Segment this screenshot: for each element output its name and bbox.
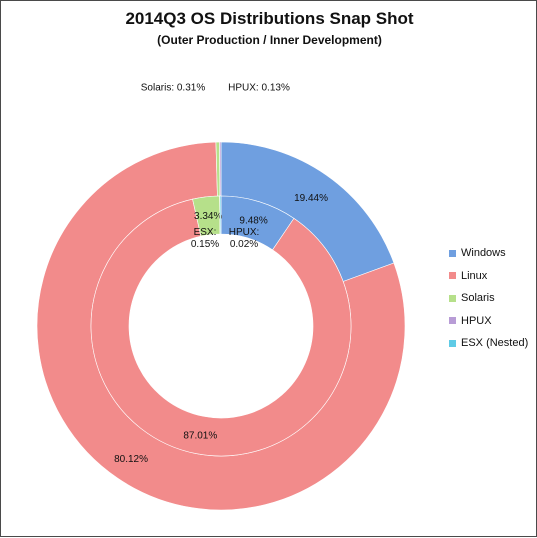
chart-legend: Windows Linux Solaris HPUX ESX (Nested) [449, 242, 528, 355]
outer-label-solaris: Solaris: 0.31% [141, 83, 206, 94]
legend-item-windows: Windows [449, 242, 528, 265]
legend-swatch-esx-nested [449, 339, 456, 347]
legend-label-linux: Linux [461, 269, 488, 282]
inner-label-esx-nested: ESX: 0.15% [191, 227, 219, 250]
outer-label-linux: 80.12% [114, 454, 148, 465]
inner-label-solaris: 3.34% [194, 211, 222, 222]
inner-slice-linux [90, 198, 352, 457]
legend-swatch-windows [449, 249, 456, 257]
legend-label-solaris: Solaris [461, 292, 495, 305]
legend-item-hpux: HPUX [449, 310, 528, 333]
outer-slice-hpux [219, 141, 222, 197]
chart-subtitle: (Outer Production / Inner Development) [157, 33, 382, 47]
legend-label-windows: Windows [461, 247, 506, 260]
inner-slice-esx-nested [219, 195, 222, 235]
inner-label-hpux: HPUX: 0.02% [229, 227, 260, 250]
legend-label-esx-nested: ESX (Nested) [461, 337, 529, 350]
outer-label-windows: 19.44% [294, 193, 328, 204]
legend-label-hpux: HPUX [461, 314, 492, 327]
inner-label-linux: 87.01% [183, 431, 217, 442]
legend-swatch-hpux [449, 317, 456, 325]
legend-item-esx-nested: ESX (Nested) [449, 332, 528, 355]
legend-item-linux: Linux [449, 265, 528, 288]
outer-label-hpux: HPUX: 0.13% [228, 83, 290, 94]
chart-title: 2014Q3 OS Distributions Snap Shot [125, 9, 414, 28]
legend-item-solaris: Solaris [449, 287, 528, 310]
legend-swatch-linux [449, 272, 456, 280]
inner-label-windows: 9.48% [239, 215, 267, 226]
legend-swatch-solaris [449, 294, 456, 302]
